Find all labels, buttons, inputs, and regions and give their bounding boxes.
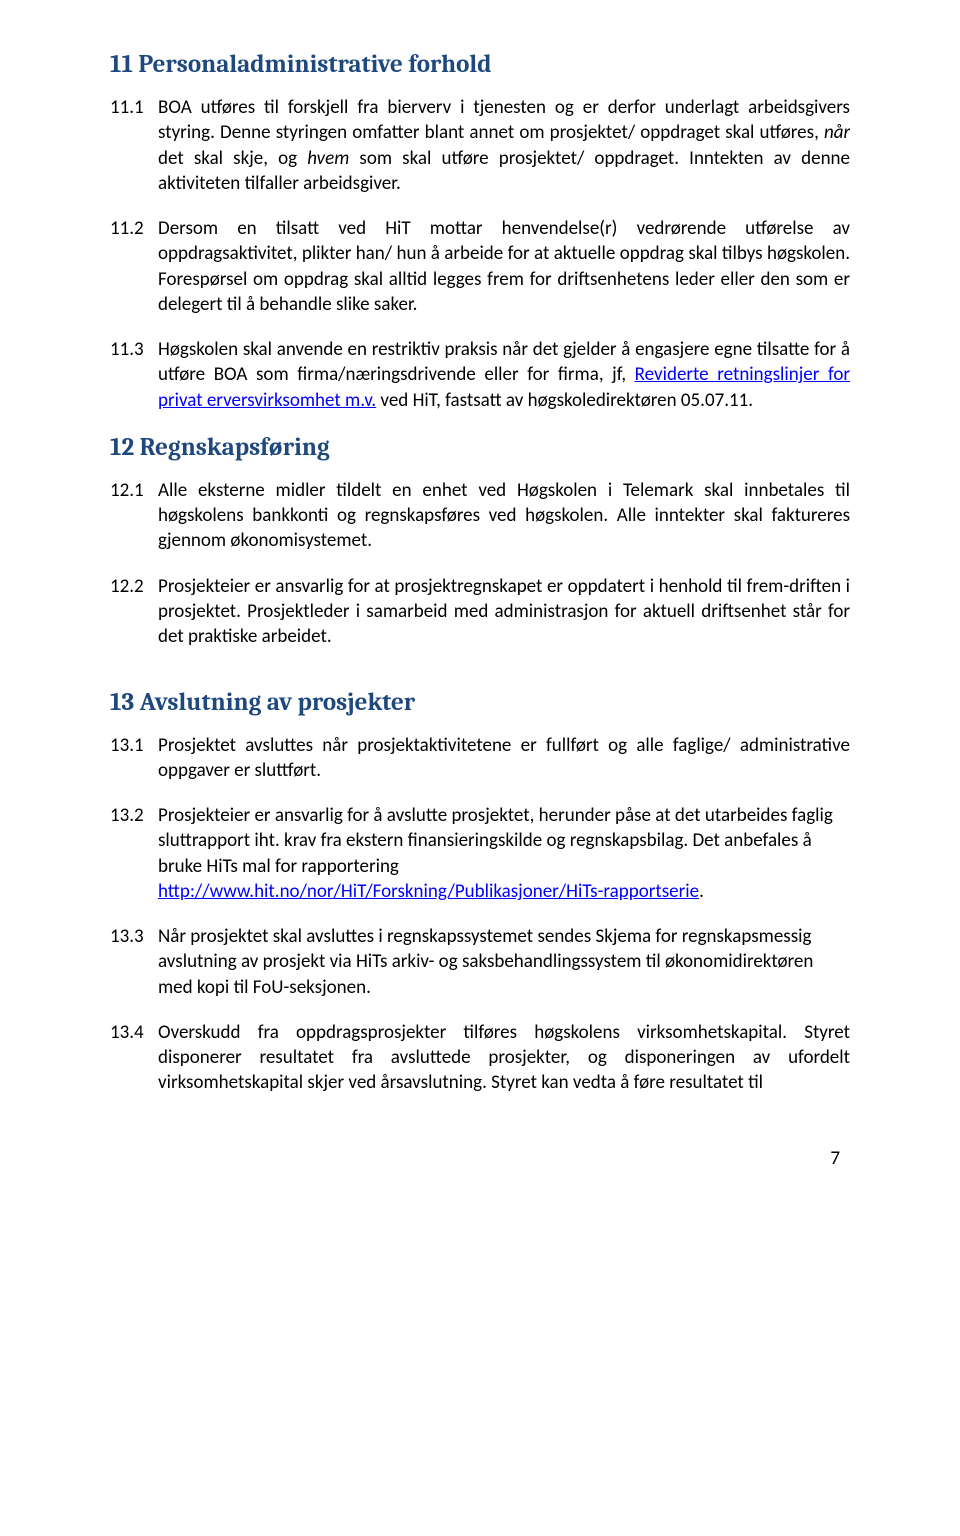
page-number: 7 <box>0 1146 960 1171</box>
text-run: BOA utføres til forskjell fra bierverv i… <box>158 96 850 144</box>
para-number: 11.3 <box>110 337 158 362</box>
text-run: Prosjekteier er ansvarlig for å avslutte… <box>158 804 833 878</box>
para-body: Overskudd fra oppdragsprosjekter tilføre… <box>158 1020 850 1096</box>
para-11-3: 11.3 Høgskolen skal anvende en restrikti… <box>110 337 850 413</box>
text-run: det skal skje, og <box>158 147 307 170</box>
para-body: Høgskolen skal anvende en restriktiv pra… <box>158 337 850 413</box>
text-run: ved HiT, fastsatt av høgskoledirektøren … <box>376 389 753 412</box>
para-11-2: 11.2 Dersom en tilsatt ved HiT mottar he… <box>110 216 850 317</box>
document-page: 11 Personaladministrative forhold 11.1 B… <box>0 0 960 1146</box>
para-11-1: 11.1 BOA utføres til forskjell fra bierv… <box>110 95 850 196</box>
para-body: Prosjektet avsluttes når prosjektaktivit… <box>158 733 850 784</box>
para-body: Prosjekteier er ansvarlig for at prosjek… <box>158 574 850 650</box>
para-12-1: 12.1 Alle eksterne midler tildelt en enh… <box>110 478 850 554</box>
para-body: Når prosjektet skal avsluttes i regnskap… <box>158 924 850 1000</box>
italic-run: når <box>824 121 850 144</box>
italic-run: hvem <box>307 147 349 170</box>
para-number: 12.2 <box>110 574 158 599</box>
heading-11: 11 Personaladministrative forhold <box>110 50 850 79</box>
para-body: Dersom en tilsatt ved HiT mottar henvend… <box>158 216 850 317</box>
para-13-4: 13.4 Overskudd fra oppdragsprosjekter ti… <box>110 1020 850 1096</box>
para-number: 13.4 <box>110 1020 158 1045</box>
para-number: 12.1 <box>110 478 158 503</box>
para-body: Prosjekteier er ansvarlig for å avslutte… <box>158 803 850 904</box>
para-number: 11.1 <box>110 95 158 120</box>
para-body: Alle eksterne midler tildelt en enhet ve… <box>158 478 850 554</box>
para-number: 13.1 <box>110 733 158 758</box>
text-run: . <box>699 880 704 903</box>
para-12-2: 12.2 Prosjekteier er ansvarlig for at pr… <box>110 574 850 650</box>
para-13-2: 13.2 Prosjekteier er ansvarlig for å avs… <box>110 803 850 904</box>
para-body: BOA utføres til forskjell fra bierverv i… <box>158 95 850 196</box>
para-13-3: 13.3 Når prosjektet skal avsluttes i reg… <box>110 924 850 1000</box>
heading-12: 12 Regnskapsføring <box>110 433 850 462</box>
para-number: 13.2 <box>110 803 158 828</box>
link-rapportserie[interactable]: http://www.hit.no/nor/HiT/Forskning/Publ… <box>158 880 699 903</box>
para-number: 13.3 <box>110 924 158 949</box>
heading-13: 13 Avslutning av prosjekter <box>110 688 850 717</box>
para-number: 11.2 <box>110 216 158 241</box>
para-13-1: 13.1 Prosjektet avsluttes når prosjektak… <box>110 733 850 784</box>
